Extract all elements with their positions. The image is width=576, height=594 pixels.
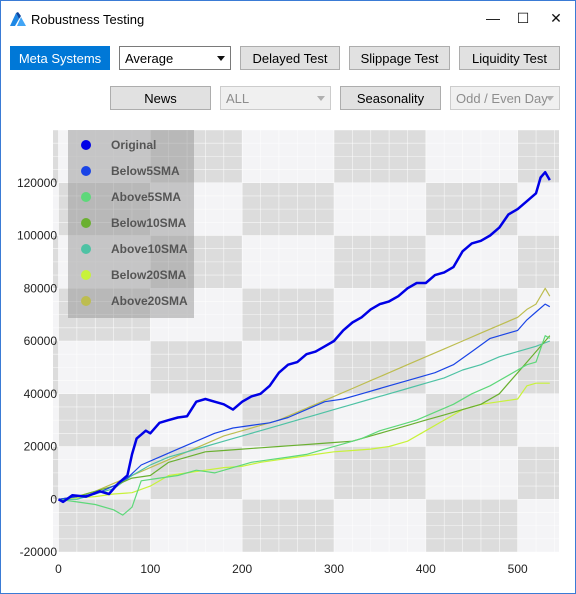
legend-marker-below5sma	[81, 166, 91, 176]
x-tick-label: 100	[140, 562, 160, 576]
y-tick-label: 20000	[24, 440, 58, 454]
legend-marker-above5sma	[81, 192, 91, 202]
y-tick-label: 80000	[24, 281, 58, 295]
news-filter-value: ALL	[226, 90, 250, 106]
chevron-down-icon	[317, 96, 325, 101]
legend-label-above10sma: Above10SMA	[111, 242, 188, 256]
aggregation-select-value: Average	[125, 50, 174, 66]
odd-even-day-select: Odd / Even Day	[450, 86, 560, 110]
series-line-above5sma	[58, 335, 551, 516]
legend-marker-above10sma	[81, 244, 91, 254]
title-bar: Robustness Testing — ☐ ✕	[1, 1, 575, 35]
delayed-test-button[interactable]: Delayed Test	[240, 46, 340, 70]
meta-systems-button[interactable]: Meta Systems	[10, 46, 110, 70]
aggregation-select[interactable]: Average	[119, 46, 231, 70]
odd-even-day-value: Odd / Even Day	[456, 90, 548, 106]
y-tick-label: 40000	[24, 387, 58, 401]
x-tick-label: 0	[55, 562, 62, 576]
x-tick-label: 400	[416, 562, 436, 576]
y-tick-label: 120000	[17, 176, 57, 190]
window-title: Robustness Testing	[31, 12, 145, 27]
slippage-test-button[interactable]: Slippage Test	[349, 46, 450, 70]
news-button[interactable]: News	[110, 86, 211, 110]
series-line-above20sma	[58, 287, 551, 500]
minimize-icon: —	[486, 10, 500, 26]
x-tick-label: 300	[324, 562, 344, 576]
series-line-original	[57, 170, 551, 504]
y-tick-label: -20000	[20, 545, 58, 559]
equity-curve-chart: 0 100 200 300 400 500 -20000 0 20000 40000 60000 80…	[17, 124, 559, 578]
y-tick-label: 60000	[24, 334, 58, 348]
chevron-down-icon	[217, 56, 225, 61]
x-tick-label: 500	[508, 562, 528, 576]
legend-label-below10sma: Below10SMA	[111, 216, 187, 230]
maximize-button[interactable]: ☐	[509, 5, 537, 31]
close-button[interactable]: ✕	[542, 5, 570, 31]
series-line-below10sma	[58, 335, 551, 500]
legend-label-below5sma: Below5SMA	[111, 164, 180, 178]
series-line-below20sma	[58, 382, 550, 500]
y-tick-label: 100000	[17, 229, 57, 243]
minimize-button[interactable]: —	[479, 5, 507, 31]
app-logo-icon	[10, 12, 26, 26]
liquidity-test-button[interactable]: Liquidity Test	[459, 46, 560, 70]
seasonality-button[interactable]: Seasonality	[340, 86, 441, 110]
series-line-above10sma	[58, 340, 551, 500]
series-line-below5sma	[58, 303, 551, 500]
legend-label-below20sma: Below20SMA	[111, 268, 187, 282]
close-icon: ✕	[550, 9, 562, 26]
legend-marker-below10sma	[81, 218, 91, 228]
x-tick-label: 200	[232, 562, 252, 576]
chevron-down-icon	[546, 96, 554, 101]
news-filter-select: ALL	[220, 86, 331, 110]
legend-label-above5sma: Above5SMA	[111, 190, 181, 204]
legend-marker-above20sma	[81, 296, 91, 306]
legend-label-original: Original	[111, 138, 156, 152]
legend-marker-below20sma	[81, 270, 91, 280]
maximize-icon: ☐	[516, 9, 530, 26]
y-tick-label: 0	[50, 492, 57, 506]
legend-marker-original	[81, 140, 91, 150]
legend-label-above20sma: Above20SMA	[111, 294, 188, 308]
